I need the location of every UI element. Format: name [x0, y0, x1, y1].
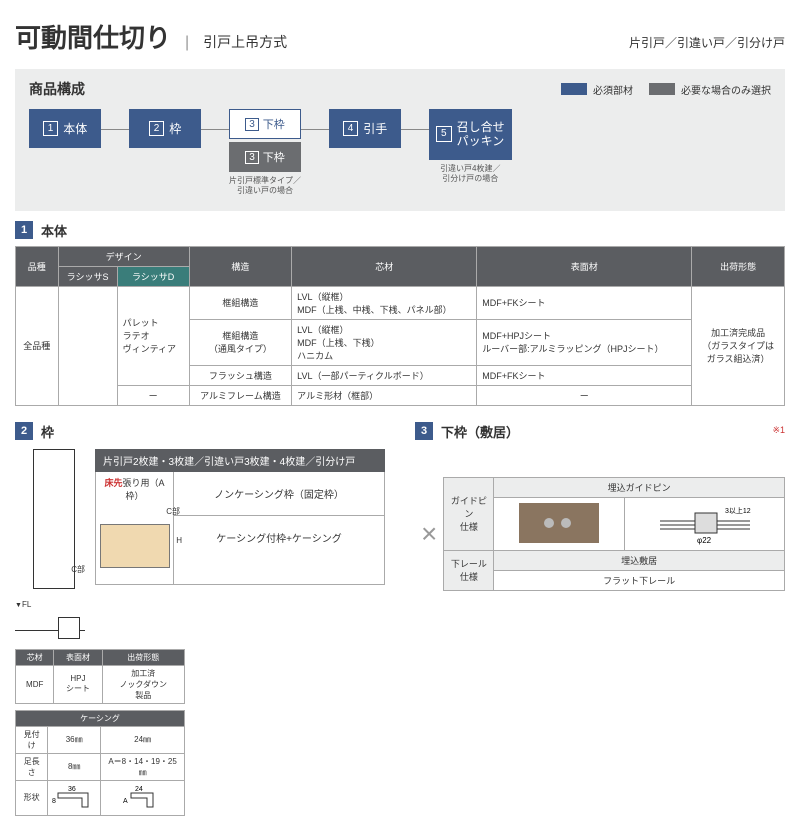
td-designs: パレット ラテオ ヴィンティア — [117, 286, 189, 385]
th-core: 芯材 — [292, 246, 477, 286]
flow-node-3b: 3下枠 — [229, 142, 301, 172]
choice-opt2: ケーシング付枠+ケーシング — [174, 515, 384, 559]
td-sf3: MDF+FKシート — [477, 365, 692, 385]
section-1-header: 1 本体 — [15, 221, 785, 240]
casing-shape-24-icon: 24 A — [121, 783, 165, 811]
rt-pin-diagram: φ22 3以上12 — [625, 497, 785, 550]
choice-opt1: ノンケーシング枠（固定枠） — [174, 472, 384, 515]
shape-24: 24 A — [101, 780, 185, 815]
rt-h2: 埋込敷居 — [494, 550, 785, 570]
flow-caption-3: 片引戸標準タイプ／ 引違い戸の場合 — [229, 176, 301, 197]
svg-text:36: 36 — [68, 786, 76, 793]
rt-pin-photo — [494, 497, 625, 550]
rt-h1: 埋込ガイドピン — [494, 477, 785, 497]
page-header: 可動間仕切り | 引戸上吊方式 片引戸／引違い戸／引分け戸 — [15, 18, 785, 55]
section-3-title: 下枠（敷居） — [441, 422, 519, 441]
td-sf2: MDF+HPJシート ルーバー部:アルミラッピング（HPJシート） — [477, 319, 692, 365]
flow-node-5: 5召し合せ パッキン — [429, 109, 512, 160]
th-type: 品種 — [16, 246, 59, 286]
td-all: 全品種 — [16, 286, 59, 405]
td-c1: LVL（縦框） MDF（上桟、中桟、下桟、パネル部） — [292, 286, 477, 319]
table-body-spec: 品種 デザイン 構造 芯材 表面材 出荷形態 ラシッサS ラシッサD 全品種 パ… — [15, 246, 785, 406]
th-surface: 表面材 — [477, 246, 692, 286]
td-s4: アルミフレーム構造 — [189, 385, 291, 405]
td-sf4-dash: ー — [477, 385, 692, 405]
legend-required-label: 必須部材 — [593, 82, 633, 97]
svg-text:φ22: φ22 — [697, 536, 712, 545]
page-subtitle: 引戸上吊方式 — [203, 32, 287, 52]
legend-required-box — [561, 83, 587, 95]
th-ld: ラシッサD — [117, 266, 189, 286]
flow-node-2: 2枠 — [129, 109, 201, 148]
c-label: C部 — [71, 564, 85, 575]
svg-text:3以上12: 3以上12 — [725, 506, 751, 515]
th-ship: 出荷形態 — [692, 246, 785, 286]
td-s1: 框組構造 — [189, 286, 291, 319]
shape-36: 36 8 — [48, 780, 101, 815]
page-title: 可動間仕切り — [15, 18, 171, 55]
choices-left-label: 床先張り用（A枠） C部 H — [96, 472, 174, 584]
legend-optional-label: 必要な場合のみ選択 — [681, 82, 771, 97]
flow-node-3a: 3下枠 — [229, 109, 301, 139]
td-c2: LVL（縦框） MDF（上桟、下桟） ハニカム — [292, 319, 477, 365]
cross-icon: × — [421, 518, 437, 550]
flow-caption-5: 引違い戸4枚建／ 引分け戸の場合 — [440, 164, 500, 185]
flow-node-4: 4引手 — [329, 109, 401, 148]
td-ld-dash: ー — [117, 385, 189, 405]
th-design: デザイン — [58, 246, 189, 266]
frame-choices: 片引戸2枚建・3枚建／引違い戸3枚建・4枚建／引分け戸 床先張り用（A枠） C部… — [95, 449, 385, 585]
rt-spec2: 下レール 仕様 — [444, 550, 494, 590]
flow-diagram: 1本体 2枠 3下枠 3下枠 片引戸標準タイプ／ 引違い戸の場合 4引手 5召し… — [29, 109, 771, 197]
svg-text:A: A — [123, 798, 128, 805]
legend: 必須部材 必要な場合のみ選択 — [561, 82, 771, 97]
composition-panel: 商品構成 必須部材 必要な場合のみ選択 1本体 2枠 3下枠 3下枠 片引戸標準… — [15, 69, 785, 211]
th-struct: 構造 — [189, 246, 291, 286]
section-2-title: 枠 — [41, 422, 54, 441]
section-3-header: 3 下枠（敷居） — [415, 422, 519, 441]
rt-val2: フラット下レール — [494, 570, 785, 590]
td-c3: LVL（一部パーティクルボード） — [292, 365, 477, 385]
th-ls: ラシッサS — [58, 266, 117, 286]
sill-table: ガイドピン 仕様 埋込ガイドピン φ22 3以上12 — [443, 477, 785, 591]
svg-text:8: 8 — [52, 798, 56, 805]
section-2-header: 2 枠 — [15, 422, 385, 441]
td-s2: 框組構造 （通風タイプ） — [189, 319, 291, 365]
fl-label: FL — [15, 600, 31, 609]
td-sf1: MDF+FKシート — [477, 286, 692, 319]
flow-node-1: 1本体 — [29, 109, 101, 148]
td-ls-blank — [58, 286, 117, 405]
section-3-note: ※1 — [772, 425, 785, 436]
section-3-num: 3 — [415, 422, 433, 440]
legend-optional-box — [649, 83, 675, 95]
td-s3: フラッシュ構造 — [189, 365, 291, 385]
section-1-num: 1 — [15, 221, 33, 239]
small-table-material: 芯材表面材出荷形態 MDFHPJ シート加工済 ノックダウン 製品 — [15, 649, 185, 704]
choices-header: 片引戸2枚建・3枚建／引違い戸3枚建・4枚建／引分け戸 — [95, 449, 385, 472]
td-c4: アルミ形材（框部） — [292, 385, 477, 405]
guide-pin-diagram-icon: φ22 3以上12 — [655, 501, 755, 545]
door-diagram: C部 FL — [15, 449, 85, 639]
rt-spec1: ガイドピン 仕様 — [444, 477, 494, 550]
casing-shape-36-icon: 36 8 — [52, 783, 96, 811]
section-2-num: 2 — [15, 422, 33, 440]
composition-title: 商品構成 — [29, 79, 85, 99]
guide-pin-photo-icon — [519, 503, 599, 543]
svg-text:24: 24 — [135, 786, 143, 793]
td-ship: 加工済完成品 （ガラスタイプは ガラス組込済） — [692, 286, 785, 405]
divider: | — [185, 34, 189, 52]
section-1-title: 本体 — [41, 221, 67, 240]
door-types: 片引戸／引違い戸／引分け戸 — [629, 34, 785, 51]
